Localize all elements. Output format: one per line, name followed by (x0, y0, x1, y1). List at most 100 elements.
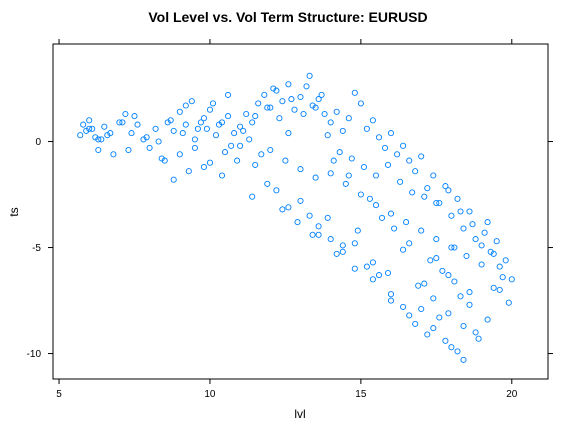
data-point (427, 257, 434, 264)
data-point (294, 219, 301, 226)
x-tick-label: 15 (355, 389, 367, 400)
data-point (333, 108, 340, 115)
data-point (433, 255, 440, 262)
data-point (433, 199, 440, 207)
data-point (306, 72, 313, 79)
data-point (387, 210, 395, 217)
data-point (384, 269, 392, 277)
data-point (191, 144, 198, 151)
data-point (466, 289, 473, 296)
data-point (221, 149, 229, 156)
data-point (225, 91, 232, 98)
data-point (312, 174, 319, 181)
data-point (252, 161, 259, 168)
data-point (508, 276, 515, 283)
data-point (436, 314, 443, 321)
x-tick-label: 5 (56, 389, 62, 400)
data-point (249, 119, 256, 126)
data-point (351, 240, 358, 247)
data-point (267, 146, 274, 154)
data-point (348, 155, 355, 162)
data-point (288, 96, 295, 103)
data-point (369, 276, 376, 283)
data-point (200, 115, 207, 122)
data-point (466, 208, 473, 215)
data-point (122, 110, 129, 118)
data-point (478, 261, 485, 268)
data-point (342, 180, 349, 187)
data-point (442, 183, 449, 190)
data-point (448, 244, 455, 251)
data-point (116, 119, 123, 126)
data-point (303, 83, 310, 90)
data-point (200, 163, 207, 171)
data-point (363, 263, 370, 270)
data-point (140, 136, 147, 143)
data-point (460, 322, 467, 330)
data-point (351, 265, 358, 272)
axis-ticks (48, 39, 553, 384)
x-tick-label: 10 (204, 389, 216, 400)
data-point (98, 136, 105, 143)
y-axis-label: ts (7, 207, 21, 216)
data-point (300, 110, 307, 118)
data-point (345, 172, 352, 179)
data-point (218, 172, 226, 179)
x-axis-label: lvl (294, 407, 305, 421)
data-point (86, 117, 93, 124)
data-point (375, 272, 383, 279)
data-point (418, 153, 425, 160)
data-point (285, 204, 292, 211)
data-point (309, 231, 316, 238)
data-point (225, 113, 232, 120)
data-point (412, 168, 419, 175)
data-point (357, 191, 364, 198)
data-point (412, 320, 419, 327)
data-point (206, 106, 214, 113)
data-point (128, 130, 135, 137)
data-point (439, 267, 446, 274)
data-point (146, 144, 153, 151)
data-points (77, 72, 515, 363)
data-point (306, 212, 313, 219)
data-point (194, 125, 201, 132)
data-point (451, 244, 458, 251)
data-point (297, 93, 304, 101)
data-point (249, 193, 256, 200)
data-point (234, 157, 241, 164)
data-point (403, 219, 410, 226)
data-point (369, 117, 376, 124)
data-point (493, 238, 500, 245)
data-point (372, 202, 380, 209)
data-point (315, 223, 322, 230)
data-point (237, 123, 244, 130)
data-point (484, 316, 491, 323)
data-point (270, 85, 277, 92)
data-point (161, 157, 168, 164)
data-point (212, 132, 220, 139)
data-point (451, 278, 458, 285)
data-point (327, 170, 334, 177)
data-point (333, 250, 340, 257)
data-point (107, 130, 114, 137)
data-point (433, 236, 440, 243)
data-point (330, 157, 337, 164)
data-point (297, 197, 304, 204)
data-point (406, 157, 413, 164)
data-point (448, 344, 455, 351)
data-point (327, 119, 334, 126)
data-point (110, 151, 117, 158)
data-point (460, 356, 467, 363)
data-point (188, 98, 195, 105)
data-point (345, 115, 352, 122)
data-point (267, 104, 274, 111)
data-point (478, 242, 485, 249)
data-point (264, 180, 271, 187)
data-point (324, 132, 331, 139)
data-point (134, 121, 141, 128)
data-point (360, 163, 367, 171)
data-point (291, 106, 298, 113)
data-point (375, 134, 383, 141)
data-point (400, 246, 407, 253)
